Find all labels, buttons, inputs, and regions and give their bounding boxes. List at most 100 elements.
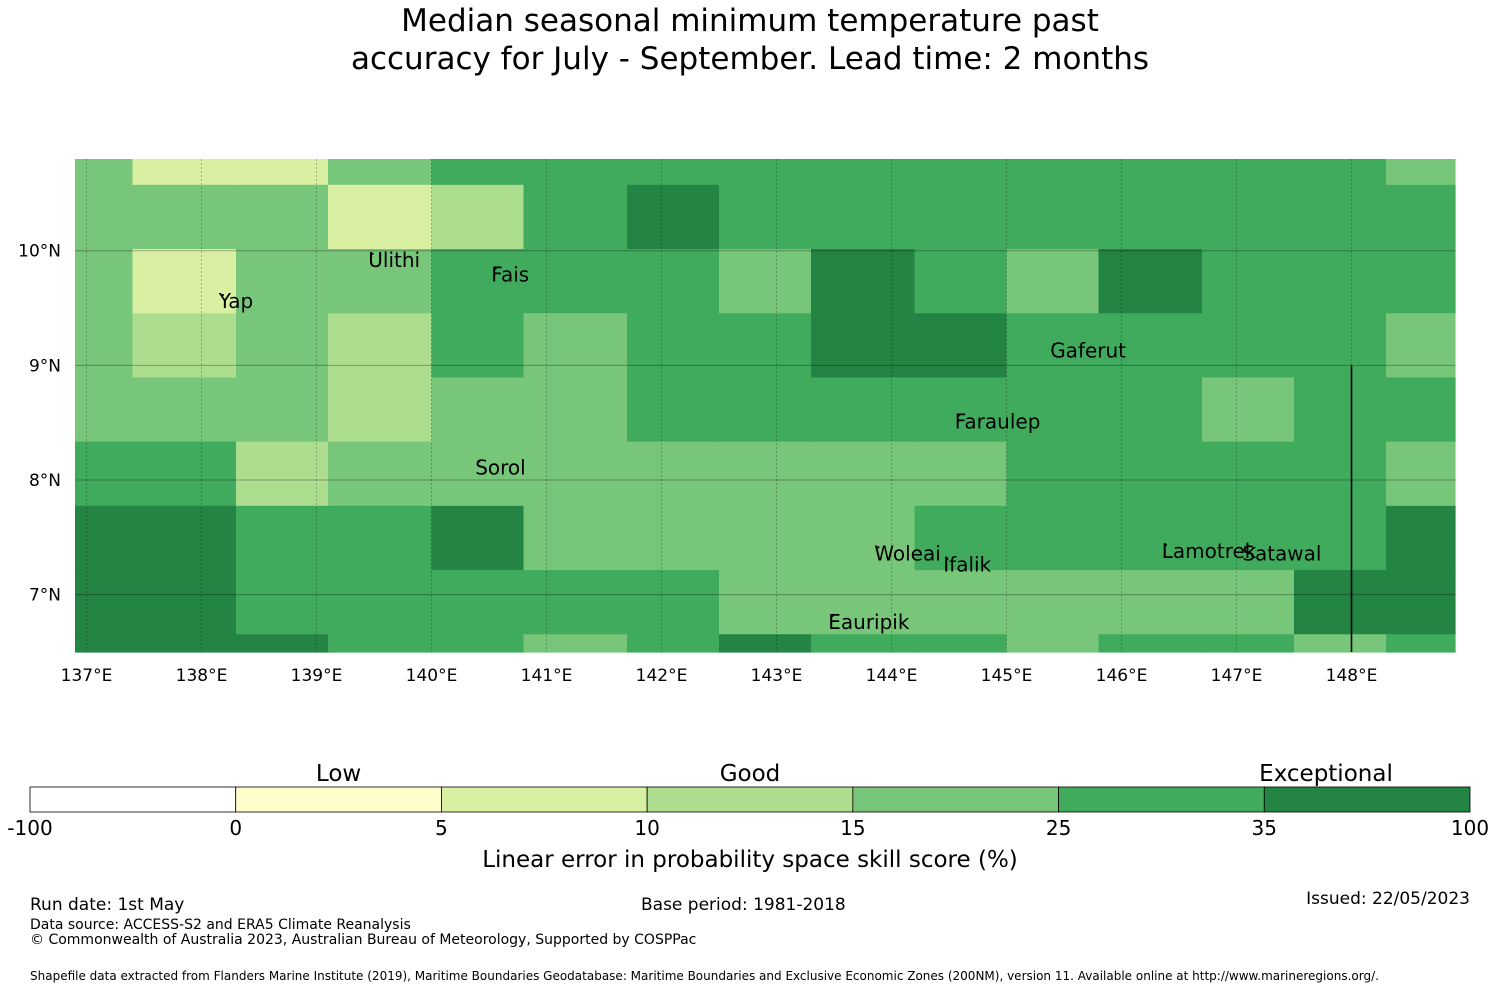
skill-cell	[811, 505, 916, 571]
place-labels: Ulithi Fais Yap Gaferut Faraulep Sorol Woleai I…	[218, 248, 1322, 634]
skill-cell	[627, 184, 720, 250]
skill-colorbar: -100 0 5 10 15 25 35 100 Low Good Exceptional Linea…	[7, 761, 1489, 873]
data-source: Data source: ACCESS-S2 and ERA5 Climate …	[30, 917, 411, 933]
skill-cell	[523, 184, 628, 250]
island-marker	[946, 557, 949, 560]
island-marker	[877, 546, 880, 549]
skill-cell	[1202, 441, 1295, 506]
colorbar-tick-label: 5	[435, 816, 448, 840]
map-axes: 137°E 138°E 139°E 140°E 141°E 142°E 143°E 144°E…	[18, 242, 1377, 686]
place-label: Satawal	[1242, 541, 1321, 565]
skill-cell	[914, 248, 1008, 314]
skill-cell	[811, 376, 916, 442]
island-marker	[831, 614, 834, 618]
skill-cell	[1294, 633, 1387, 653]
skill-cell	[914, 505, 1008, 571]
skill-grid-cells	[75, 159, 1456, 653]
longitude-tick-label: 137°E	[61, 666, 113, 686]
run-date: Run date: 1st May	[30, 895, 185, 915]
longitude-tick-label: 143°E	[751, 666, 803, 686]
skill-cell	[719, 505, 812, 571]
skill-cell	[1386, 376, 1456, 442]
skill-cell	[236, 441, 329, 506]
skill-cell	[811, 248, 916, 314]
skill-cell	[523, 248, 628, 314]
base-period: Base period: 1981-2018	[641, 895, 846, 915]
skill-cell	[1006, 184, 1100, 250]
skill-cell	[431, 248, 525, 314]
skill-cell	[132, 248, 237, 314]
skill-cell	[431, 159, 525, 185]
map-title: Median seasonal minimum temperature past…	[0, 2, 1500, 78]
skill-cell	[719, 159, 812, 185]
skill-cell	[627, 633, 720, 653]
skill-cell	[523, 312, 628, 378]
colorbar-tick-label: 25	[1046, 816, 1071, 840]
skill-cell	[75, 569, 134, 635]
skill-cell	[328, 376, 433, 442]
skill-cell	[236, 184, 329, 250]
skill-cell	[1006, 569, 1100, 635]
skill-cell	[1202, 184, 1295, 250]
skill-cell	[1386, 184, 1456, 250]
skill-cell	[1386, 441, 1456, 506]
place-label: Lamotrek	[1162, 539, 1257, 563]
skill-cell	[627, 159, 720, 185]
skill-cell	[328, 505, 433, 571]
skill-cell	[236, 312, 329, 378]
skill-cell	[132, 159, 237, 185]
colorbar-category-label: Low	[316, 761, 361, 787]
skill-cell	[811, 312, 916, 378]
colorbar-segment	[1058, 786, 1265, 813]
skill-cell	[236, 569, 329, 635]
skill-cell	[328, 569, 433, 635]
skill-cell	[523, 376, 628, 442]
skill-cell	[719, 376, 812, 442]
colorbar-segment	[646, 786, 854, 813]
skill-cell	[1006, 312, 1100, 378]
place-label: Sorol	[475, 455, 526, 479]
longitude-tick-label: 138°E	[176, 666, 228, 686]
skill-cell	[1098, 441, 1203, 506]
skill-cell	[1098, 248, 1203, 314]
skill-cell	[1202, 312, 1295, 378]
skill-cell	[328, 159, 433, 185]
colorbar-segment	[852, 786, 1059, 813]
skill-cell	[236, 505, 329, 571]
colorbar-tick-label: 0	[229, 816, 242, 840]
skill-cell	[719, 441, 812, 506]
skill-cell	[1202, 505, 1295, 571]
skill-cell	[431, 376, 525, 442]
island-marker	[1053, 343, 1056, 346]
skill-cell	[1098, 312, 1203, 378]
skill-cell	[811, 184, 916, 250]
skill-cell	[75, 312, 134, 378]
skill-cell	[914, 441, 1008, 506]
skill-cell	[1294, 505, 1387, 571]
skill-cell	[1006, 441, 1100, 506]
colorbar-segment	[1263, 786, 1471, 813]
skill-cell	[1294, 376, 1387, 442]
skill-cell	[811, 633, 916, 653]
skill-cell	[1294, 441, 1387, 506]
skill-cell	[523, 159, 628, 185]
skill-cell	[132, 633, 237, 653]
place-label: Ifalik	[943, 553, 991, 577]
skill-cell	[1098, 376, 1203, 442]
island-marker	[494, 267, 497, 270]
place-label: Ulithi	[368, 248, 420, 272]
skill-cell	[1098, 633, 1203, 653]
skill-cell	[1294, 312, 1387, 378]
skill-cell	[1006, 159, 1100, 185]
skill-cell	[811, 441, 916, 506]
skill-cell	[132, 312, 237, 378]
skill-cell	[1202, 376, 1295, 442]
shapefile-credit: Shapefile data extracted from Flanders M…	[30, 969, 1379, 983]
skill-cell	[1386, 248, 1456, 314]
place-label: Eauripik	[828, 610, 910, 634]
colorbar-category-label: Good	[720, 761, 781, 787]
skill-cell	[1386, 312, 1456, 378]
skill-cell	[328, 312, 433, 378]
colorbar-tick-label: -100	[7, 816, 52, 840]
skill-cell	[1294, 184, 1387, 250]
